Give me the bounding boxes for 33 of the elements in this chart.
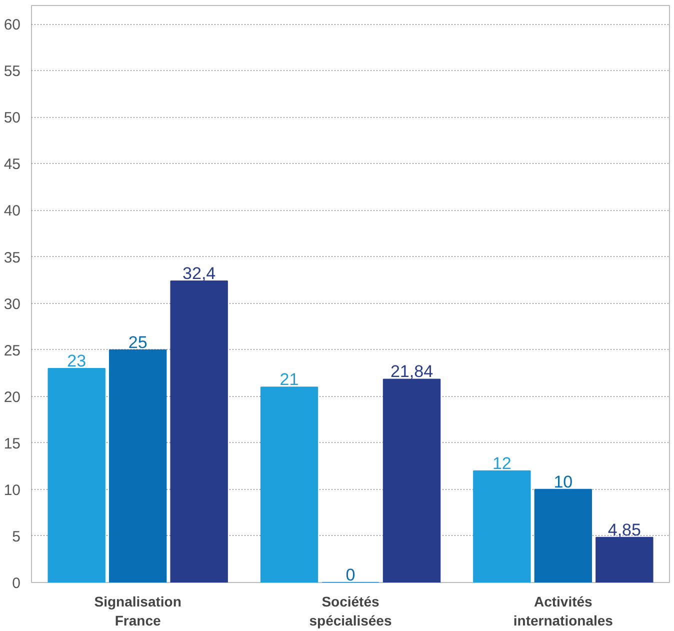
y-tick-label: 20 bbox=[4, 388, 21, 406]
x-tick-label: Signalisation France bbox=[94, 594, 182, 629]
y-tick-label: 5 bbox=[12, 528, 20, 546]
y-tick-label: 10 bbox=[4, 482, 21, 499]
data-label: 10 bbox=[554, 472, 573, 492]
bar bbox=[534, 488, 592, 582]
bar bbox=[596, 536, 654, 582]
y-tick-label: 25 bbox=[4, 342, 21, 360]
y-tick-label: 30 bbox=[4, 296, 21, 313]
bar bbox=[382, 378, 441, 582]
y-tick-label: 55 bbox=[4, 63, 21, 80]
bar bbox=[473, 470, 531, 582]
y-tick-label: 35 bbox=[4, 249, 21, 266]
data-label: 21,84 bbox=[390, 362, 434, 382]
data-label: 0 bbox=[346, 566, 356, 584]
y-tick-label: 40 bbox=[4, 202, 21, 220]
bar bbox=[260, 386, 318, 582]
y-tick-label: 60 bbox=[4, 16, 21, 34]
data-label: 21 bbox=[280, 370, 299, 390]
y-tick-label: 0 bbox=[12, 575, 20, 592]
data-label: 4,85 bbox=[608, 520, 641, 540]
y-tick-label: 15 bbox=[4, 435, 21, 452]
y-tick-label: 45 bbox=[4, 156, 21, 174]
data-label: 23 bbox=[67, 351, 86, 370]
data-label: 32,4 bbox=[182, 264, 216, 283]
data-label: 12 bbox=[492, 454, 512, 473]
bar bbox=[170, 280, 228, 582]
x-tick-label: Sociétés spécialisées bbox=[309, 594, 392, 629]
bar bbox=[108, 349, 167, 582]
bar bbox=[48, 368, 106, 582]
data-label: 25 bbox=[128, 332, 148, 352]
y-tick-label: 50 bbox=[4, 110, 21, 127]
x-tick-label: Activités internationales bbox=[513, 594, 614, 629]
